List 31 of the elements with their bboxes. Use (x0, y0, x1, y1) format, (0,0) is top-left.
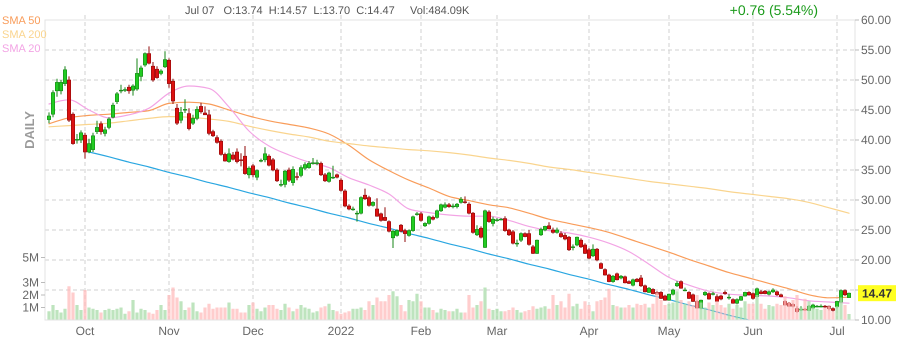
x-tick-label: 2022 (328, 324, 355, 338)
y-tick-label: 25.00 (861, 223, 892, 238)
text: +0.76 (5.54%) (730, 2, 818, 18)
y2-tick-label: 1M (22, 300, 39, 315)
text: DAILY (22, 110, 37, 149)
text: SMA 20 (2, 43, 41, 55)
y2-tick-label: 3M (22, 276, 39, 290)
y-tick-label: 45.00 (861, 103, 892, 118)
y-tick-label: 10.00 (861, 313, 892, 328)
y-tick-label: 35.00 (861, 163, 892, 178)
y-tick-label: 55.00 (861, 43, 892, 58)
y-tick-label: 30.00 (861, 193, 892, 208)
y-tick-label: 50.00 (861, 73, 892, 88)
y-tick-label: 40.00 (861, 133, 892, 148)
x-tick-label: Dec (242, 324, 264, 338)
y-tick-label: 60.00 (861, 13, 892, 28)
x-tick-label: Jul (829, 324, 845, 338)
x-tick-label: May (658, 324, 680, 338)
x-tick-label: Apr (580, 324, 598, 338)
text: SMA 200 (2, 29, 47, 41)
x-tick-label: Oct (76, 324, 95, 338)
x-tick-label: Nov (158, 324, 180, 338)
text: SMA 50 (2, 15, 41, 27)
y2-tick-label: 5M (22, 250, 39, 265)
text: Jul 07 O:13.74 H:14.57 L:13.70 C:14.47 Vol:484.09K (185, 5, 470, 17)
y-tick-label: 20.00 (861, 253, 892, 268)
annotation: 14.47 (862, 286, 892, 300)
x-tick-label: Jun (743, 324, 763, 338)
y2-tick-label: 2M (22, 288, 39, 302)
x-tick-label: Mar (486, 324, 508, 338)
x-tick-label: Feb (410, 324, 432, 338)
